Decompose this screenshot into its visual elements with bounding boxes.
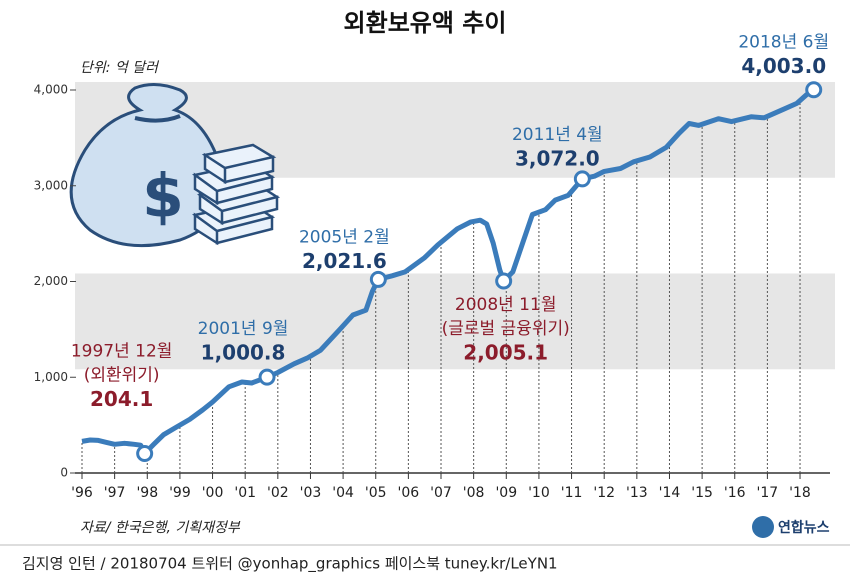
point-marker: [805, 81, 823, 99]
x-tick-label: '14: [659, 485, 681, 501]
x-tick-label: '09: [495, 485, 517, 501]
x-tick-label: '12: [593, 485, 615, 501]
x-tick-label: '13: [626, 485, 648, 501]
value-label: 2,021.6: [302, 249, 387, 273]
y-tick-label: 0: [60, 466, 68, 480]
x-tick-label: '01: [234, 485, 256, 501]
annotation-date: 1997년 12월: [71, 341, 173, 361]
x-tick-label: '97: [104, 485, 126, 501]
point-marker: [136, 444, 154, 462]
x-tick-label: '04: [332, 485, 354, 501]
x-tick-label: '03: [300, 485, 322, 501]
x-tick-label: '99: [169, 485, 191, 501]
bag-tie: [134, 114, 181, 123]
x-tick-label: '16: [724, 485, 746, 501]
value-label: 3,072.0: [515, 146, 600, 170]
x-tick-label: '08: [463, 485, 485, 501]
bands: [75, 82, 835, 370]
value-label: 204.1: [90, 387, 153, 411]
x-tick-label: '98: [136, 485, 158, 501]
dollar-sign: $: [142, 162, 184, 232]
point-marker: [258, 368, 276, 386]
x-tick-label: '02: [267, 485, 289, 501]
x-tick-label: '00: [202, 485, 224, 501]
background: [0, 0, 850, 545]
credit: 김지영 인턴 / 20180704 트위터 @yonhap_graphics 페…: [22, 555, 558, 574]
x-tick-label: '15: [691, 485, 713, 501]
x-tick-label: '05: [365, 485, 387, 501]
annotation-note: (글로벌 금융위기): [442, 319, 570, 339]
x-tick-label: '10: [528, 485, 550, 501]
x-tick-label: '96: [71, 485, 93, 501]
chart-title: 외환보유액 추이: [344, 9, 507, 37]
y-tick-label: 2,000: [34, 274, 68, 288]
x-tick-label: '06: [398, 485, 420, 501]
annotation-date: 2008년 11월: [455, 295, 557, 315]
point-marker: [573, 170, 591, 188]
logo-mark: [752, 516, 774, 538]
y-tick-label: 4,000: [34, 83, 68, 97]
annotation-date: 2011년 4월: [512, 125, 603, 145]
band: [75, 273, 835, 370]
value-label: 2,005.1: [463, 341, 548, 365]
unit-label: 단위: 억 달러: [80, 60, 160, 76]
x-tick-label: '18: [789, 485, 811, 501]
annotation-date: 2001년 9월: [198, 319, 289, 339]
cash-stack: [201, 143, 277, 185]
x-tick-label: '11: [561, 485, 583, 501]
y-tick-label: 1,000: [34, 370, 68, 384]
source: 자료/ 한국은행, 기획재정부: [80, 520, 241, 536]
annotation-date: 2005년 2월: [299, 227, 390, 247]
logo: 연합뉴스: [778, 519, 830, 536]
x-tick-label: '07: [430, 485, 452, 501]
value-label: 1,000.8: [201, 341, 286, 365]
x-tick-label: '17: [757, 485, 779, 501]
point-marker: [495, 272, 513, 290]
value-label: 4,003.0: [741, 54, 826, 78]
line-series: [81, 87, 816, 456]
point-marker: [369, 270, 387, 288]
annotation-note: (외환위기): [84, 365, 160, 385]
money-icon: $: [69, 83, 281, 248]
y-tick-label: 3,000: [34, 178, 68, 192]
annotation-date: 2018년 6월: [738, 33, 829, 53]
